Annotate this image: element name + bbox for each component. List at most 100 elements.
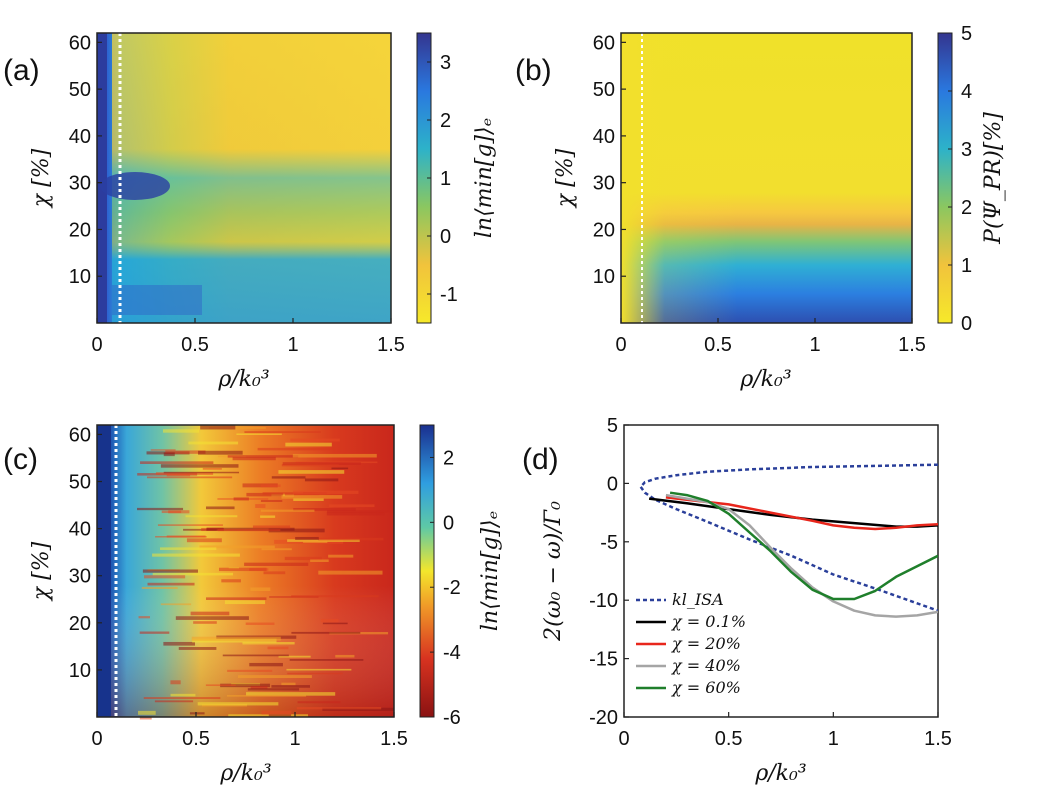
- heatmap-a-left-band: [97, 33, 107, 323]
- heatmap-c-streak: [247, 688, 300, 691]
- x-tick-label: 0.5: [715, 728, 743, 750]
- heatmap-c-streak: [238, 675, 312, 679]
- panel-label-a: (a): [3, 54, 40, 87]
- heatmap-c-streak: [335, 654, 355, 658]
- heatmap-c-streak: [188, 441, 239, 445]
- heatmap-c-streak: [191, 636, 281, 641]
- heatmap-c-streak: [200, 425, 236, 430]
- legend-label: χ = 20%: [671, 634, 741, 653]
- heatmap-c-streak: [139, 716, 152, 720]
- heatmap-c-streak: [147, 582, 195, 586]
- heatmap-c-streak: [271, 685, 310, 688]
- panel-label-d: (d): [522, 443, 559, 476]
- heatmap-c-streak: [155, 472, 214, 475]
- panel-label-b: (b): [515, 54, 552, 87]
- x-tick-label: 1.5: [924, 728, 952, 750]
- x-tick-label: 1.5: [377, 334, 405, 356]
- y-tick-label: 60: [593, 32, 615, 54]
- heatmap-c-streak: [152, 572, 234, 576]
- y-tick-label: 0: [607, 473, 618, 495]
- x-tick-label: 1: [809, 334, 820, 356]
- y-tick-label: 10: [69, 660, 91, 682]
- heatmap-c-streak: [199, 545, 275, 549]
- colorbar-label-b: P(Ψ_PR)[%]: [981, 112, 1006, 245]
- heatmap-c-streak: [267, 646, 289, 650]
- heatmap-c-streak: [286, 668, 352, 671]
- y-tick-label: 10: [593, 266, 615, 288]
- heatmap-c-streak: [282, 462, 361, 465]
- heatmap-c-streak: [271, 476, 306, 479]
- heatmap-c-streak: [206, 506, 235, 510]
- heatmap-c-streak: [291, 631, 361, 634]
- heatmap-c-streak: [233, 497, 249, 501]
- heatmap-c-streak: [166, 535, 206, 538]
- x-tick-label: 1: [289, 728, 300, 750]
- heatmap-c-streak: [137, 507, 184, 511]
- x-tick-label: 0: [618, 728, 629, 750]
- y-tick-label: -20: [589, 707, 618, 729]
- y-tick-label: 5: [607, 415, 618, 437]
- colorbar-tick-label: -1: [440, 284, 458, 306]
- heatmap-c-streak: [208, 427, 266, 429]
- heatmap-c-streak: [163, 471, 240, 474]
- y-tick-label: 40: [69, 126, 91, 148]
- colorbar-tick-label: 0: [443, 512, 454, 534]
- panel-label-c: (c): [3, 443, 38, 476]
- colorbar-tick-label: -2: [443, 577, 461, 599]
- ylabel-b: χ [%]: [553, 148, 578, 209]
- axes-frame-a: [96, 32, 392, 324]
- y-tick-label: 50: [69, 79, 91, 101]
- ylabel-c: χ [%]: [29, 541, 54, 602]
- x-tick-label: 0.5: [704, 334, 732, 356]
- x-tick-label: 1: [287, 334, 298, 356]
- heatmap-c-streak: [147, 476, 233, 479]
- y-tick-label: -10: [589, 590, 618, 612]
- axes-frame-d: [623, 424, 939, 718]
- heatmap-c-streak: [242, 642, 295, 645]
- heatmap-a-low-patch: [112, 285, 202, 315]
- colorbar-ticks-a: -1 0 1 2 3: [427, 52, 458, 306]
- heatmap-c-streak: [293, 490, 359, 494]
- heatmap-c-streak: [202, 467, 222, 470]
- heatmap-c-streak: [227, 455, 299, 458]
- heatmap-c-streak: [226, 694, 307, 697]
- heatmap-c-streak: [329, 504, 375, 508]
- heatmap-c-streak: [159, 547, 217, 550]
- heatmap-c-left-band: [97, 425, 111, 717]
- legend-label: χ = 0.1%: [671, 612, 746, 631]
- ylabel-a: χ [%]: [29, 148, 54, 209]
- heatmap-c-streak: [322, 622, 348, 625]
- x-tick-label: 0: [91, 334, 102, 356]
- x-tick-label: 1.5: [380, 728, 408, 750]
- y-tick-label: 30: [593, 173, 615, 195]
- heatmap-c-streak: [290, 438, 340, 442]
- y-tick-label: 30: [69, 173, 91, 195]
- heatmap-c-streak: [291, 595, 379, 598]
- colorbar-tick-label: 2: [443, 447, 454, 469]
- xlabel-c: ρ/k₀³: [219, 761, 271, 786]
- y-tick-label: 40: [593, 126, 615, 148]
- heatmap-b-overlay: [621, 33, 912, 323]
- heatmap-c-streak: [139, 631, 170, 634]
- y-tick-label: 30: [69, 566, 91, 588]
- heatmap-c-streak: [183, 528, 217, 531]
- axes-frame-b: [620, 32, 913, 324]
- x-tick-label: 0.5: [182, 728, 210, 750]
- colorbar-tick-label: 4: [961, 81, 972, 103]
- heatmap-c-streak: [138, 710, 156, 715]
- colorbar-c: [419, 424, 435, 718]
- heatmap-c-streak: [255, 504, 266, 508]
- heatmap-c-streak: [227, 669, 273, 672]
- series-line-5: [669, 491, 938, 601]
- heatmap-c-streak: [220, 683, 270, 688]
- ylabel-d: 2(ω₀ − ω)/Γ₀: [541, 501, 566, 642]
- colorbar-tick-label: 3: [440, 52, 451, 74]
- series-line-1: [639, 486, 938, 612]
- heatmap-c-streak: [189, 712, 205, 715]
- heatmap-c-streak: [297, 701, 341, 704]
- heatmap-c-streak: [197, 702, 279, 706]
- heatmap-c-streak: [246, 492, 283, 497]
- panel-b: 0 0.5 1 1.5 10 20 30 40 50 60 (b) ρ/k₀³ χ [%] 0 1 2…: [515, 23, 1006, 392]
